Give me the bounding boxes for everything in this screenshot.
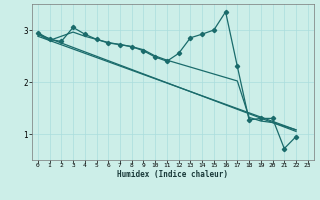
- X-axis label: Humidex (Indice chaleur): Humidex (Indice chaleur): [117, 170, 228, 179]
